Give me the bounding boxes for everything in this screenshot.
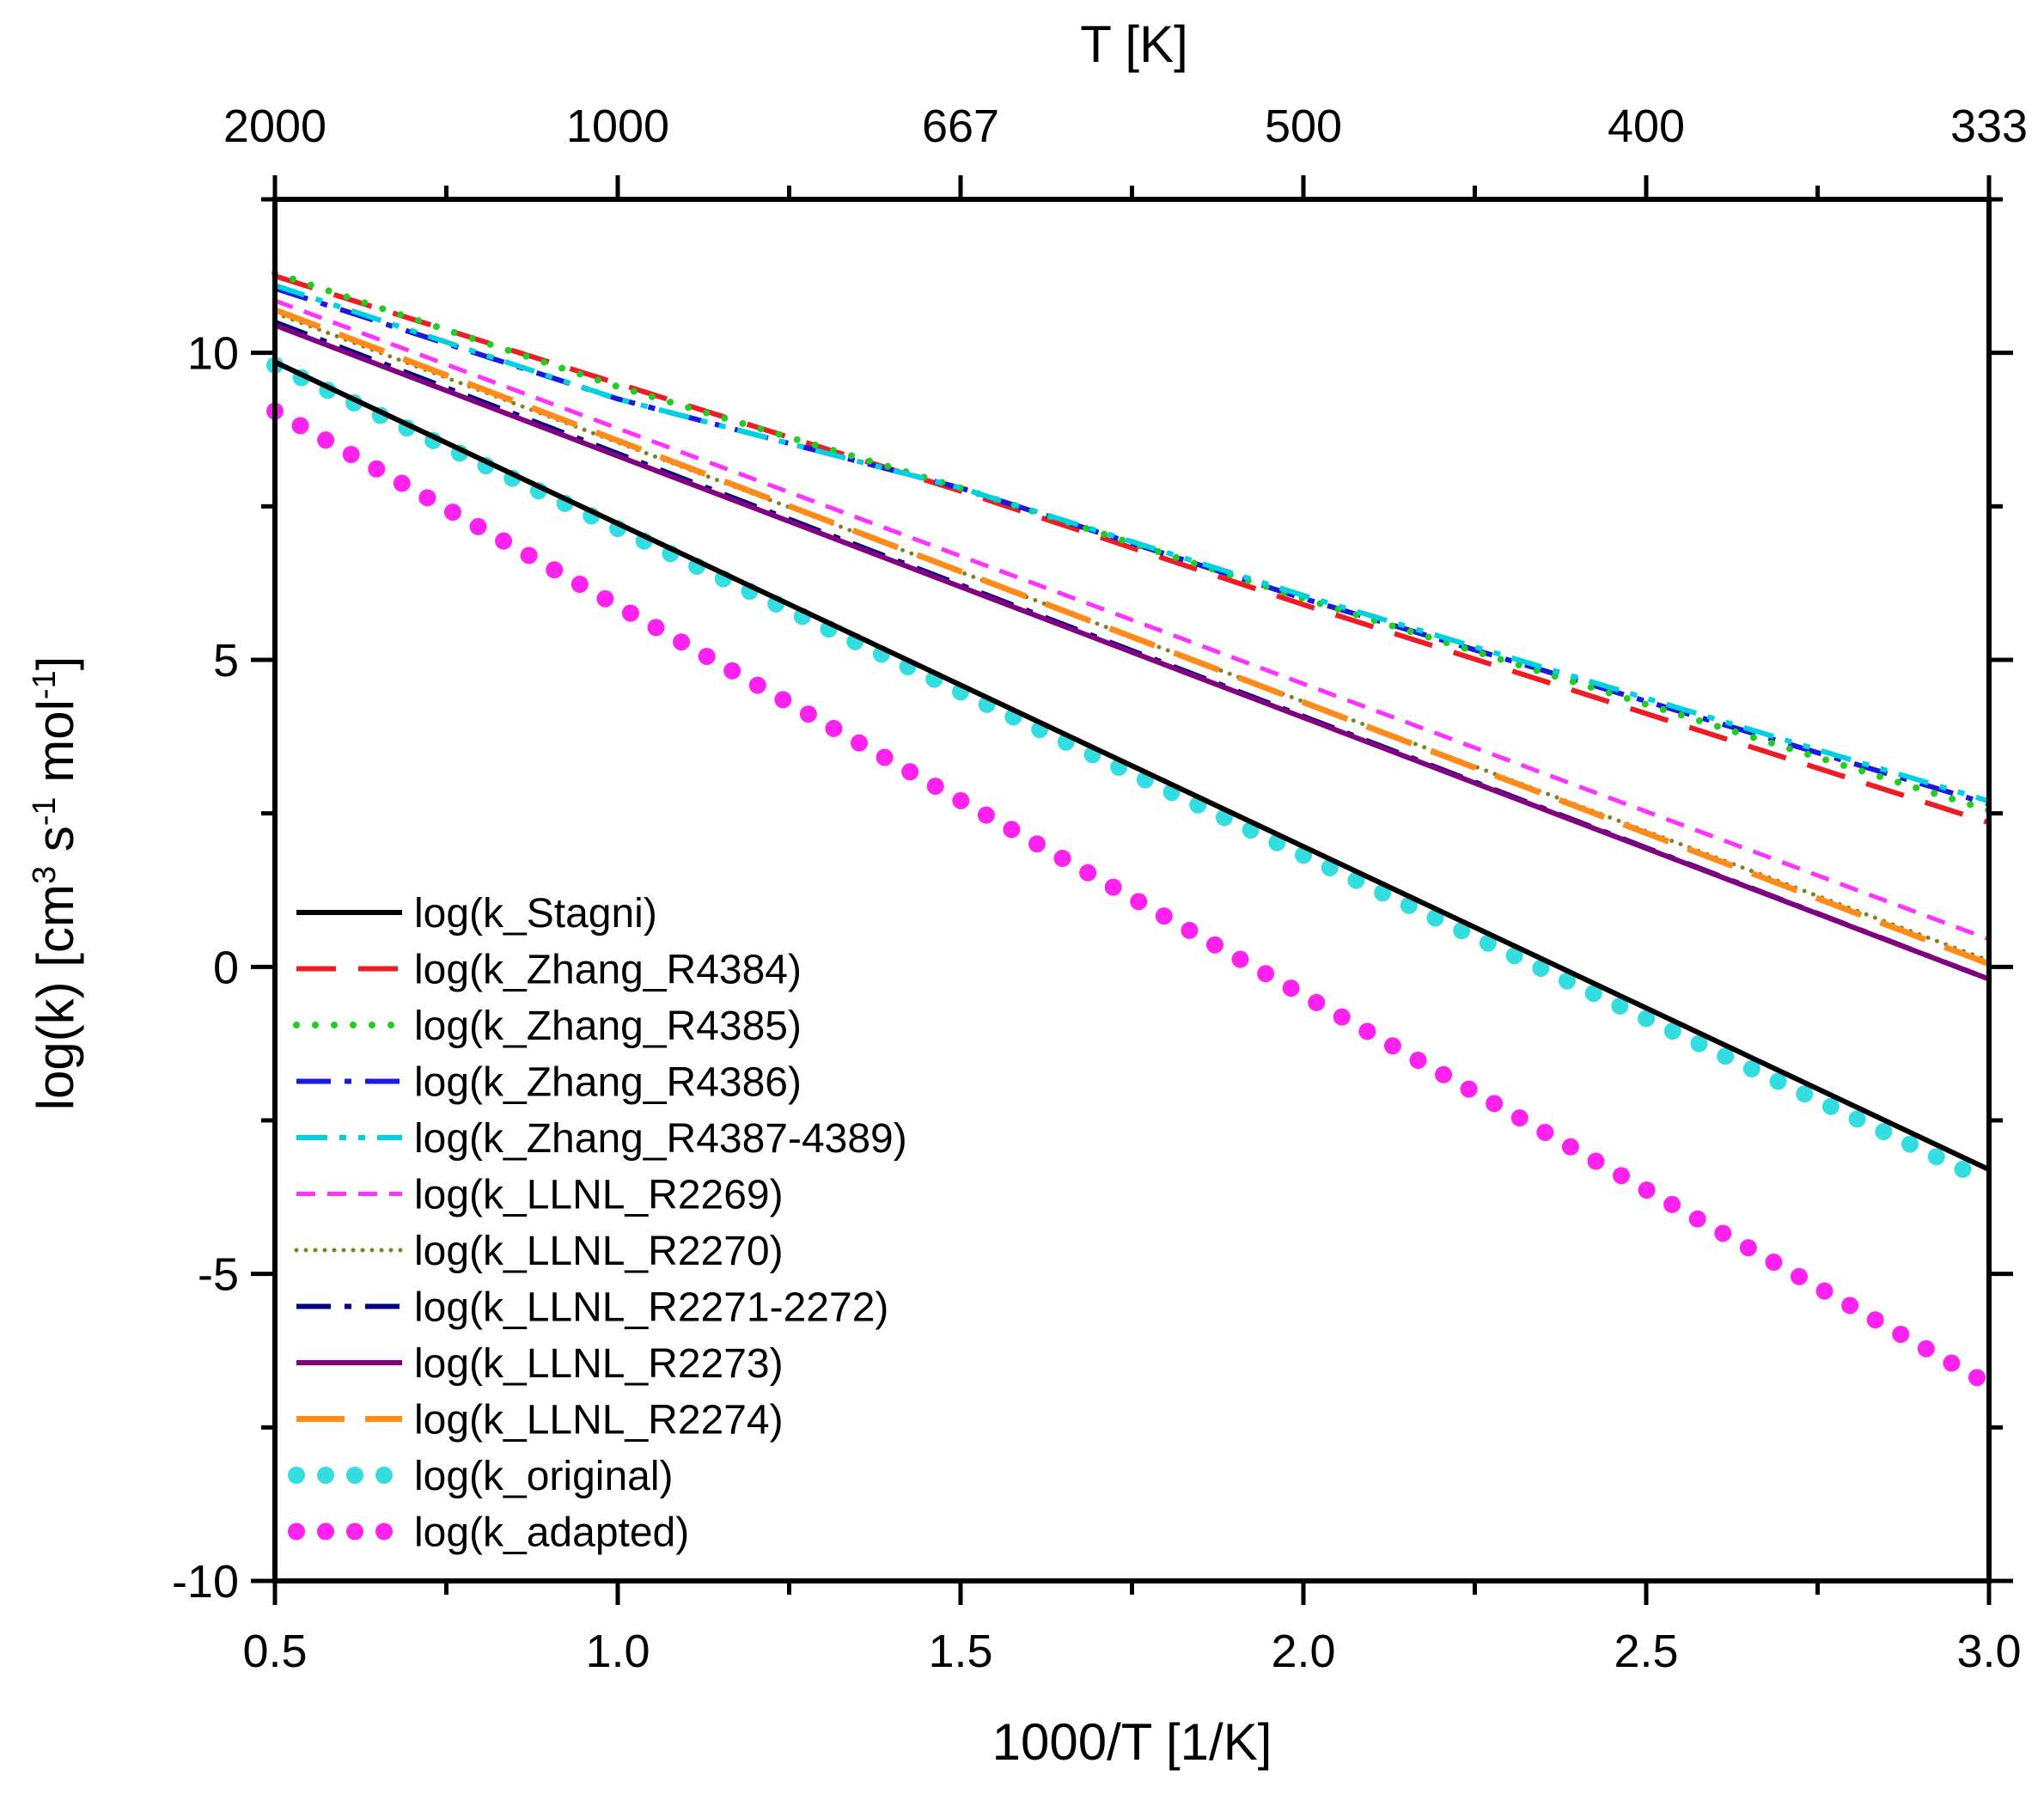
top-tick-label: 2000 [223,101,326,152]
x-tick-label: 2.0 [1271,1626,1335,1677]
x-tick-label: 1.5 [928,1626,992,1677]
legend-label: log(k_Zhang_R4386) [414,1060,802,1106]
legend-label: log(k_LLNL_R2269) [414,1173,784,1218]
legend-label: log(k_LLNL_R2270) [414,1229,784,1274]
series-line [273,307,1991,967]
series-line [272,269,1992,815]
y-title-part: s [27,826,84,866]
y-tick-label: 10 [187,328,239,380]
legend-label: log(k_original) [414,1454,673,1499]
legend-label: log(k_LLNL_R2271-2272) [414,1285,888,1331]
series-line [274,283,1990,804]
top-tick-label: 400 [1608,101,1685,152]
ticks-group [251,175,2013,1605]
y-title-sup: -1 [27,796,63,826]
y-title-part: ] [27,656,84,671]
series-line [266,402,1998,1394]
top-tick-label: 500 [1265,101,1342,152]
series-line [266,357,1998,1191]
top-tick-label: 333 [1950,101,2028,152]
legend-label: log(k_Zhang_R4384) [414,948,802,993]
top-tick-label: 1000 [566,101,669,152]
tick-labels-group: 0.5 1.0 1.5 2.0 2.5 3.0 2000 1000 667 500 400 333 -1… [172,101,2028,1677]
legend-label: log(k_LLNL_R2273) [414,1341,784,1387]
series-line [274,273,1990,826]
x-tick-label: 3.0 [1956,1626,2021,1677]
series-group [266,269,1998,1394]
series-line [274,298,1990,942]
y-tick-label: -5 [198,1249,239,1301]
legend-label: log(k_Zhang_R4387-4389) [414,1116,907,1162]
x-tick-label: 1.0 [585,1626,650,1677]
y-title-part: mol [27,699,84,796]
y-title-sup: 3 [27,866,63,884]
series-line [273,322,1991,982]
y-axis-title: log(k) [cm3 s-1 mol-1] [27,656,84,1111]
legend: log(k_Stagni) log(k_Zhang_R4384) log(k_Zha… [288,891,907,1556]
y-tick-label: -10 [172,1556,239,1608]
legend-label: log(k_LLNL_R2274) [414,1398,784,1443]
top-tick-label: 667 [922,101,999,152]
y-title-sup: -1 [27,670,63,699]
y-title-part: log(k) [cm [27,884,84,1110]
x-axis-title: 1000/T [1/K] [992,1713,1272,1771]
y-tick-label: 5 [213,635,239,686]
legend-label: log(k_adapted) [414,1510,689,1556]
legend-label: log(k_Stagni) [414,891,657,937]
x-tick-label: 0.5 [242,1626,307,1677]
series-line [273,359,1991,1172]
y-tick-label: 0 [213,942,239,993]
x-tick-label: 2.5 [1614,1626,1678,1677]
legend-label: log(k_Zhang_R4385) [414,1004,802,1049]
top-axis-title: T [K] [1080,15,1188,73]
